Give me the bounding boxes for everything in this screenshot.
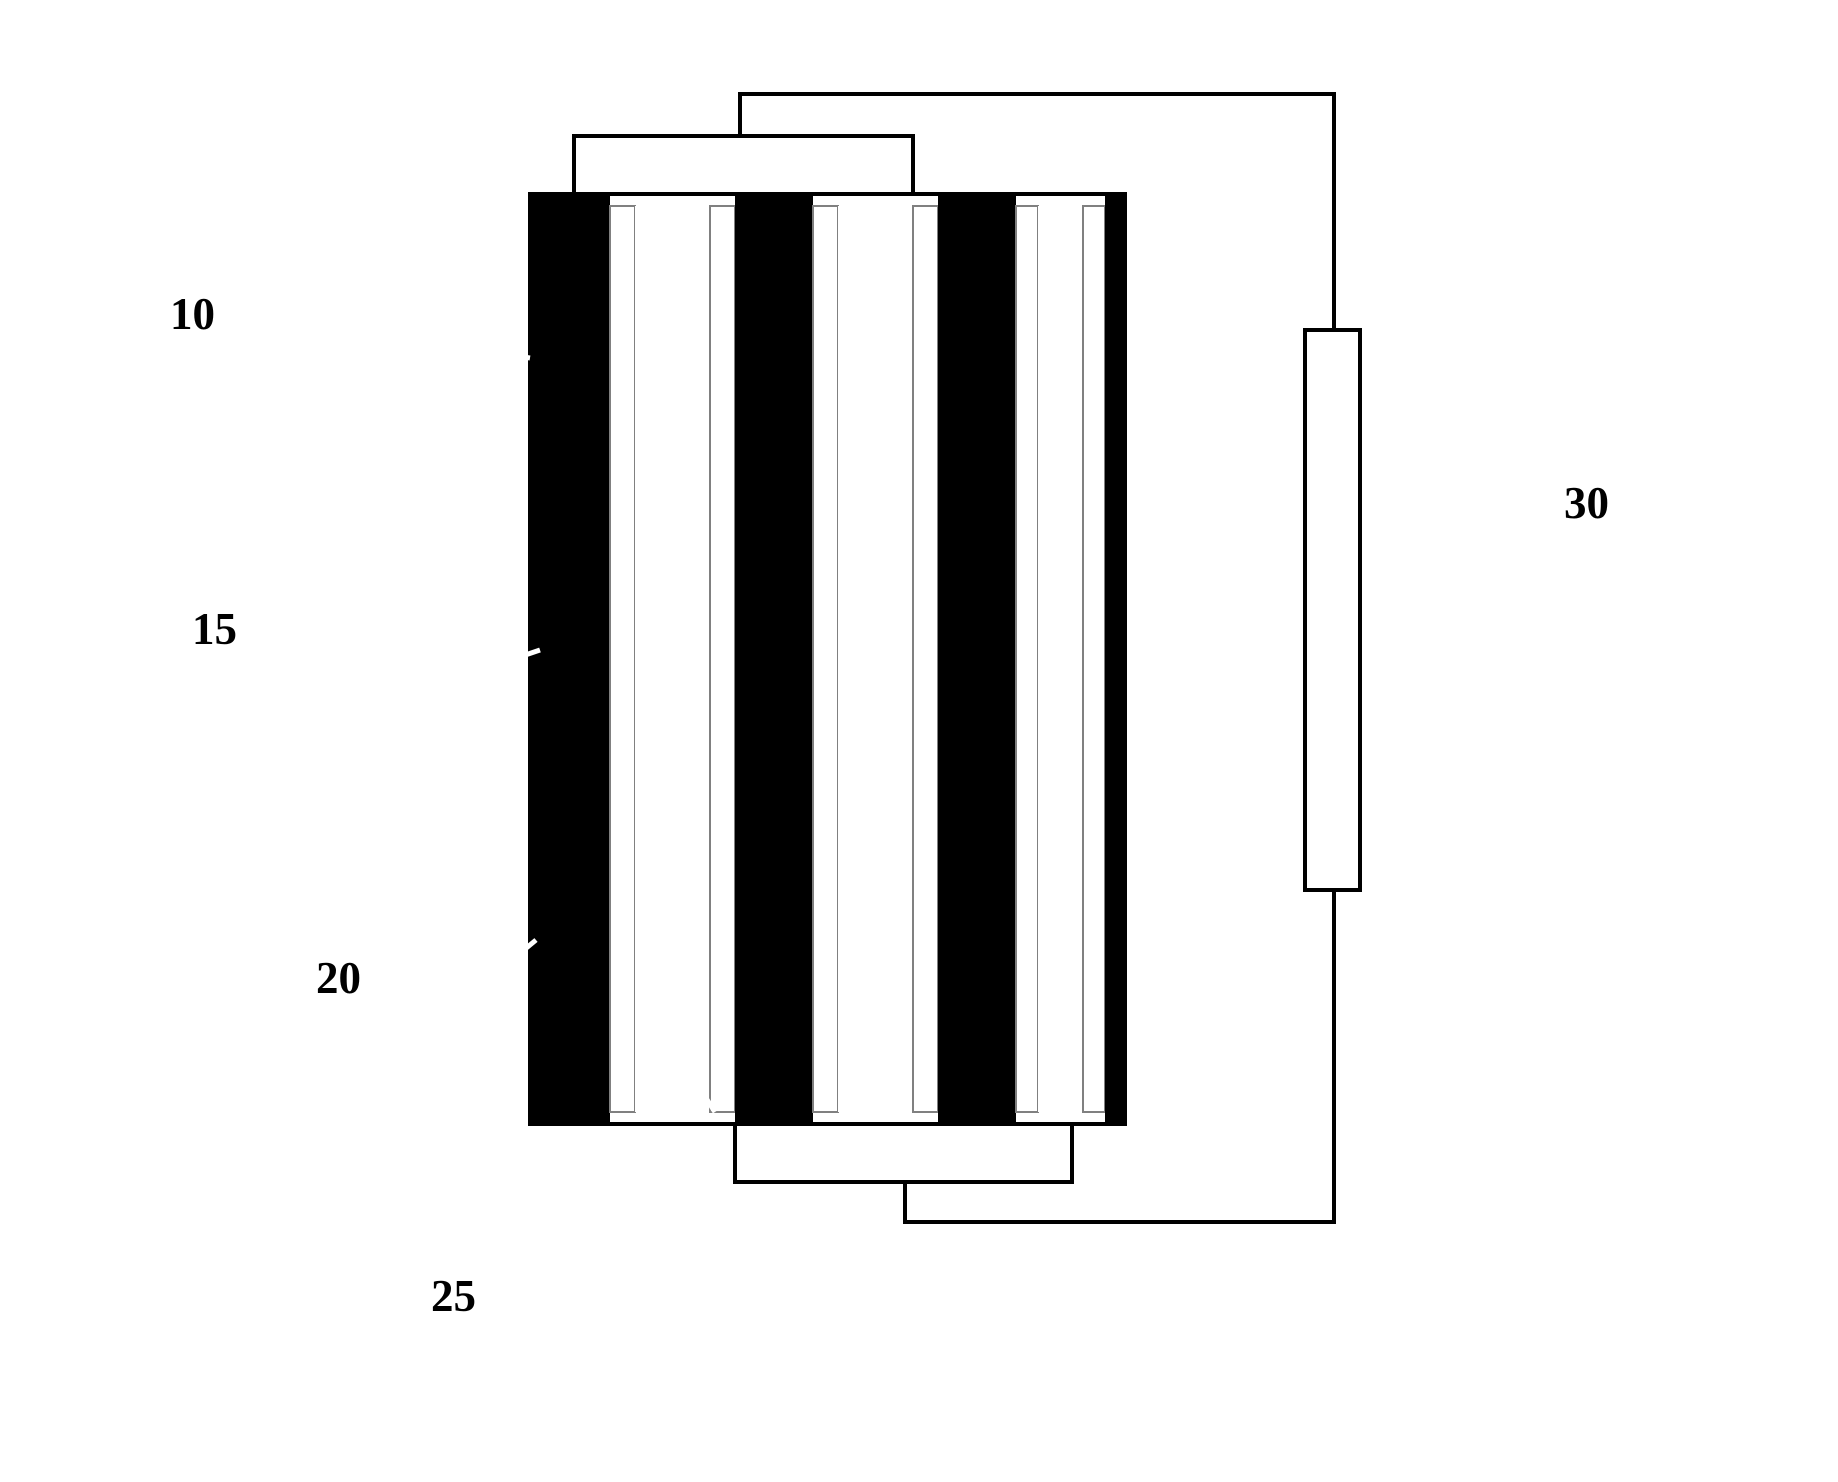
stripe-3 (710, 206, 735, 1112)
stripe-4 (735, 194, 813, 1124)
label-20: 20 (316, 952, 361, 1004)
bottom-bracket (735, 1124, 1072, 1182)
label-10: 10 (170, 288, 215, 340)
label-25: 25 (431, 1270, 476, 1322)
stripe-10 (1038, 206, 1083, 1112)
stripe-0 (530, 194, 610, 1124)
stripe-1 (610, 206, 635, 1112)
stripe-6 (838, 206, 913, 1112)
stripe-9 (1016, 206, 1038, 1112)
label-15: 15 (192, 603, 237, 655)
stripe-7 (913, 206, 938, 1112)
resistor (1305, 330, 1360, 890)
stripe-5 (813, 206, 838, 1112)
label-30: 30 (1564, 477, 1609, 529)
stripe-11 (1083, 206, 1105, 1112)
stripe-8 (938, 194, 1016, 1124)
indicator-line-2 (478, 940, 536, 988)
top-bracket (574, 136, 913, 194)
indicator-line-0 (480, 350, 530, 358)
schematic-svg (0, 0, 1838, 1482)
stripe-12 (1105, 194, 1125, 1124)
stripe-2 (635, 206, 710, 1112)
